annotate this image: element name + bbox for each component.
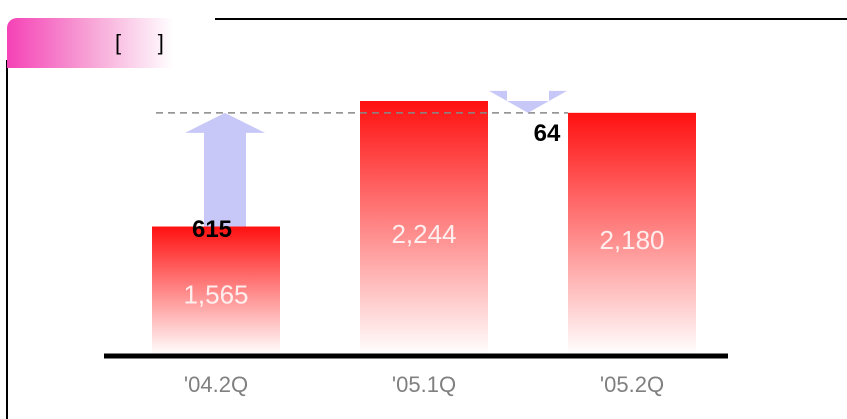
increase-arrow-icon <box>185 112 265 227</box>
frame-top-border <box>214 18 847 20</box>
x-tick-label: '05.2Q <box>600 372 664 397</box>
bar-value-label: 2,180 <box>599 225 664 255</box>
bar-0 <box>152 226 280 355</box>
title-box: [ ] <box>7 18 215 68</box>
bar-value-label: 2,244 <box>391 219 456 249</box>
increase-annotation-label: 615 <box>192 216 232 243</box>
title-brackets: [ ] <box>115 30 164 55</box>
decrease-annotation-label: 64 <box>534 120 561 147</box>
bar-value-label: 1,565 <box>183 279 248 309</box>
bar-2 <box>568 112 696 355</box>
bar-1 <box>360 101 488 355</box>
decrease-arrow-icon <box>489 90 567 113</box>
x-tick-label: '04.2Q <box>184 372 248 397</box>
x-tick-label: '05.1Q <box>392 372 456 397</box>
frame-left-border <box>6 60 8 419</box>
